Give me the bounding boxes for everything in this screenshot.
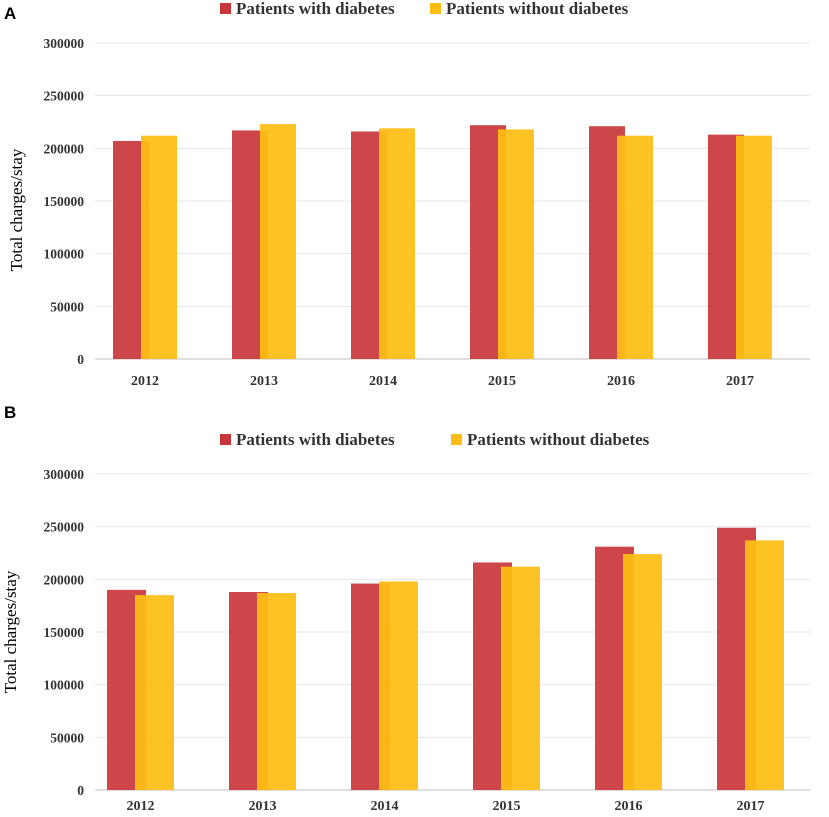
legend-label-with-diabetes: Patients with diabetes — [236, 0, 395, 18]
x-tick-label: 2017 — [726, 374, 754, 389]
bars — [113, 124, 772, 360]
y-tick-label: 150000 — [44, 625, 85, 640]
bar-without-diabetes-2017 — [736, 135, 772, 359]
legend-label-with-diabetes: Patients with diabetes — [236, 430, 395, 449]
bar-without-diabetes-2014 — [379, 128, 415, 359]
y-tick-label: 250000 — [44, 520, 85, 535]
y-axis-label: Total charges/stay — [7, 148, 26, 271]
y-tick-label: 100000 — [44, 247, 85, 262]
y-tick-label: 0 — [77, 783, 84, 798]
bar-without-diabetes-2015 — [501, 566, 540, 790]
x-tick-label: 2012 — [131, 374, 159, 389]
y-tick-label: 50000 — [50, 299, 84, 314]
bar-without-diabetes-2013 — [260, 124, 296, 360]
legend-swatch-without-diabetes — [430, 3, 441, 14]
x-axis-ticks: 2012 2013 2014 2015 2016 2017 — [131, 374, 754, 389]
bar-without-diabetes-2012 — [135, 595, 174, 790]
y-tick-label: 200000 — [44, 141, 85, 156]
bars — [107, 527, 784, 790]
x-tick-label: 2012 — [127, 799, 155, 814]
bar-without-diabetes-2013 — [257, 593, 296, 790]
x-tick-label: 2013 — [249, 799, 277, 814]
y-tick-label: 100000 — [44, 678, 85, 693]
y-tick-label: 300000 — [44, 467, 85, 482]
bar-without-diabetes-2015 — [498, 129, 534, 359]
x-tick-label: 2014 — [369, 374, 397, 389]
x-tick-label: 2017 — [737, 799, 765, 814]
bar-without-diabetes-2012 — [141, 135, 177, 359]
legend: Patients with diabetes Patients without … — [220, 430, 650, 449]
x-tick-label: 2016 — [607, 374, 635, 389]
legend-label-without-diabetes: Patients without diabetes — [446, 0, 629, 18]
panel-label-a: A — [4, 4, 16, 23]
x-tick-label: 2016 — [615, 799, 643, 814]
x-tick-label: 2015 — [488, 374, 516, 389]
y-axis-ticks: 0 50000 100000 150000 200000 250000 300000 — [44, 467, 85, 798]
y-tick-label: 300000 — [44, 36, 85, 51]
y-axis-label: Total charges/stay — [1, 570, 20, 693]
y-axis-ticks: 0 50000 100000 150000 200000 250000 300000 — [44, 36, 85, 367]
legend-swatch-with-diabetes — [220, 3, 231, 14]
bar-without-diabetes-2016 — [623, 554, 662, 790]
chart-panel-b: B Patients with diabetes Patients withou… — [1, 403, 810, 814]
bar-without-diabetes-2014 — [379, 581, 418, 790]
legend: Patients with diabetes Patients without … — [220, 0, 629, 18]
legend-label-without-diabetes: Patients without diabetes — [467, 430, 650, 449]
x-tick-label: 2015 — [493, 799, 521, 814]
x-tick-label: 2014 — [371, 799, 399, 814]
bar-without-diabetes-2016 — [617, 135, 653, 359]
y-tick-label: 200000 — [44, 572, 85, 587]
chart-panel-a: A Patients with diabetes Patients withou… — [4, 0, 810, 389]
bar-without-diabetes-2017 — [745, 540, 784, 790]
legend-swatch-without-diabetes — [451, 434, 462, 445]
gridlines — [95, 473, 810, 791]
legend-swatch-with-diabetes — [220, 434, 231, 445]
y-tick-label: 250000 — [44, 89, 85, 104]
x-axis-ticks: 2012 2013 2014 2015 2016 2017 — [127, 799, 765, 814]
y-tick-label: 0 — [77, 352, 84, 367]
y-tick-label: 150000 — [44, 194, 85, 209]
gridlines — [95, 42, 810, 360]
y-tick-label: 50000 — [50, 730, 84, 745]
x-tick-label: 2013 — [250, 374, 278, 389]
panel-label-b: B — [4, 403, 16, 422]
